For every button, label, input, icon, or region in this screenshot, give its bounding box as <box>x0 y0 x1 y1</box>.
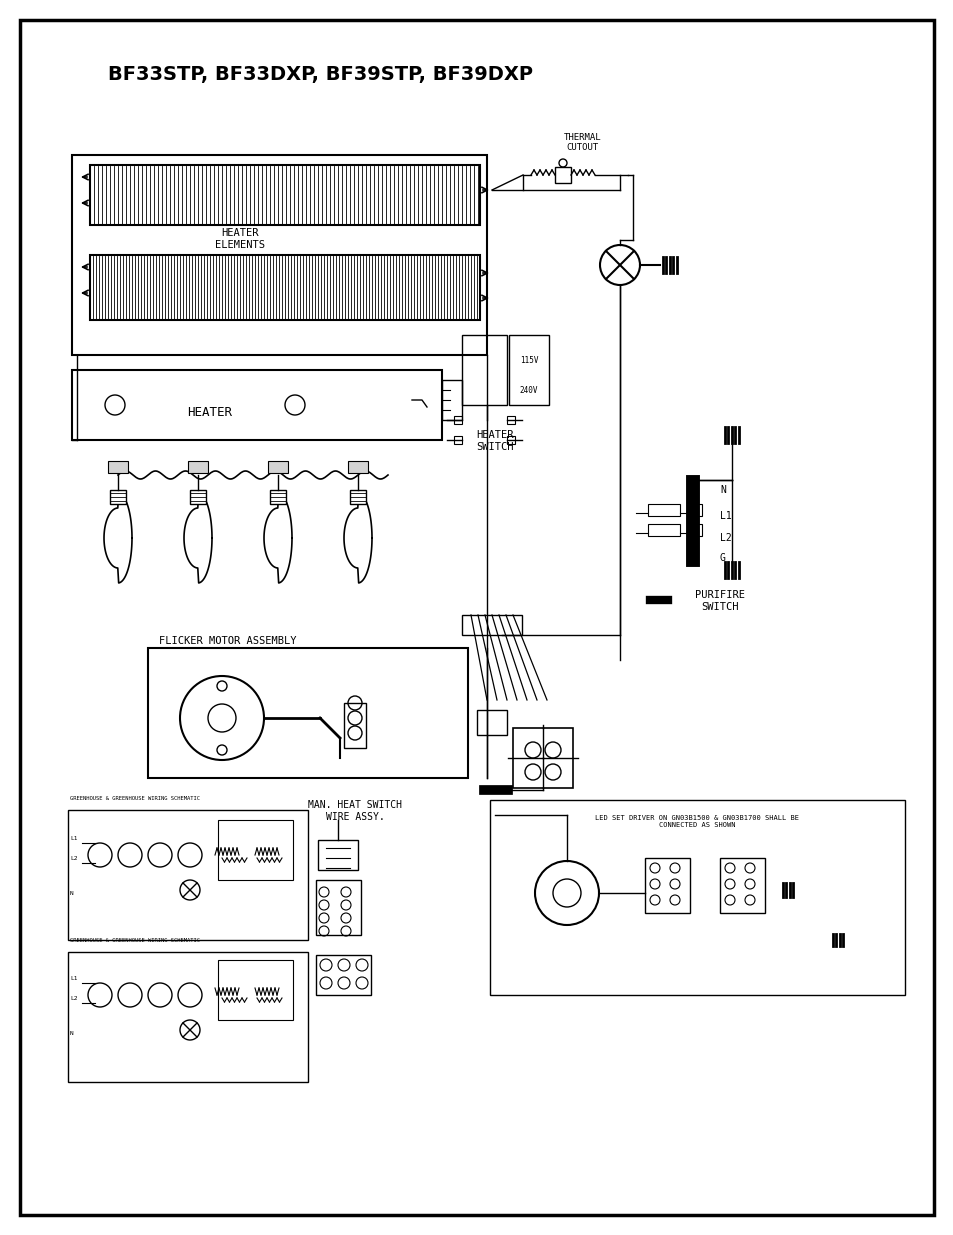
Text: L1: L1 <box>70 836 77 841</box>
Bar <box>148 648 468 778</box>
Bar <box>461 335 506 405</box>
Circle shape <box>348 697 361 710</box>
Text: THERMAL
CUTOUT: THERMAL CUTOUT <box>563 133 601 152</box>
Bar <box>68 810 308 940</box>
Text: 240V: 240V <box>519 385 537 394</box>
Bar <box>555 167 571 183</box>
Bar <box>490 800 904 995</box>
Bar <box>720 858 764 913</box>
Text: GREENHOUSE & GREENHOUSE WIRING SCHEMATIC: GREENHOUSE & GREENHOUSE WIRING SCHEMATIC <box>70 797 200 802</box>
Text: N: N <box>70 890 73 897</box>
Polygon shape <box>264 493 292 583</box>
Circle shape <box>348 726 361 740</box>
Bar <box>506 436 515 445</box>
Text: FLICKER MOTOR ASSEMBLY: FLICKER MOTOR ASSEMBLY <box>159 636 296 646</box>
Bar <box>71 156 486 354</box>
Bar <box>344 703 366 748</box>
Circle shape <box>348 711 361 725</box>
Bar <box>90 254 479 320</box>
Bar <box>218 820 293 881</box>
Circle shape <box>180 676 264 760</box>
Bar <box>218 960 293 1020</box>
Text: 115V: 115V <box>519 356 537 364</box>
Text: HEATER
ELEMENTS: HEATER ELEMENTS <box>214 228 265 249</box>
Polygon shape <box>344 493 372 583</box>
Bar <box>476 710 506 735</box>
Bar <box>108 461 128 473</box>
Bar <box>268 461 288 473</box>
Circle shape <box>544 764 560 781</box>
Bar <box>90 165 479 225</box>
Bar <box>71 370 441 440</box>
Circle shape <box>524 764 540 781</box>
Bar <box>647 524 679 536</box>
Bar <box>350 490 366 504</box>
Bar <box>506 416 515 424</box>
Bar <box>270 490 286 504</box>
Text: PURIFIRE
SWITCH: PURIFIRE SWITCH <box>695 590 744 611</box>
Bar <box>513 727 573 788</box>
Bar <box>315 955 371 995</box>
Text: HEATER
SWITCH: HEATER SWITCH <box>476 430 514 452</box>
Bar <box>691 504 701 516</box>
Text: L1: L1 <box>720 511 731 521</box>
Text: L1: L1 <box>70 976 77 981</box>
Text: L2: L2 <box>70 995 77 1002</box>
Bar <box>454 436 461 445</box>
Text: L2: L2 <box>720 534 731 543</box>
Circle shape <box>535 861 598 925</box>
Text: G: G <box>720 553 725 563</box>
Bar <box>454 416 461 424</box>
Bar <box>691 524 701 536</box>
Text: MAN. HEAT SWITCH
WIRE ASSY.: MAN. HEAT SWITCH WIRE ASSY. <box>308 800 401 821</box>
Bar <box>317 840 357 869</box>
Bar <box>110 490 126 504</box>
Text: N: N <box>720 485 725 495</box>
Bar <box>68 952 308 1082</box>
Polygon shape <box>184 493 212 583</box>
Bar <box>315 881 360 935</box>
Bar <box>647 504 679 516</box>
Text: HEATER: HEATER <box>188 405 233 419</box>
Bar <box>348 461 368 473</box>
Polygon shape <box>104 493 132 583</box>
Bar <box>441 380 461 420</box>
Bar <box>188 461 208 473</box>
Bar <box>190 490 206 504</box>
Circle shape <box>599 245 639 285</box>
Text: N: N <box>70 1031 73 1036</box>
Circle shape <box>544 742 560 758</box>
Bar <box>644 858 689 913</box>
Text: GREENHOUSE & GREENHOUSE WIRING SCHEMATIC: GREENHOUSE & GREENHOUSE WIRING SCHEMATIC <box>70 939 200 944</box>
Bar <box>461 615 521 635</box>
Text: L2: L2 <box>70 856 77 861</box>
Circle shape <box>524 742 540 758</box>
Bar <box>509 335 548 405</box>
Text: LED SET DRIVER ON GN03B1500 & GN03B1700 SHALL BE
CONNECTED AS SHOWN: LED SET DRIVER ON GN03B1500 & GN03B1700 … <box>595 815 799 827</box>
Text: BF33STP, BF33DXP, BF39STP, BF39DXP: BF33STP, BF33DXP, BF39STP, BF39DXP <box>108 65 533 84</box>
